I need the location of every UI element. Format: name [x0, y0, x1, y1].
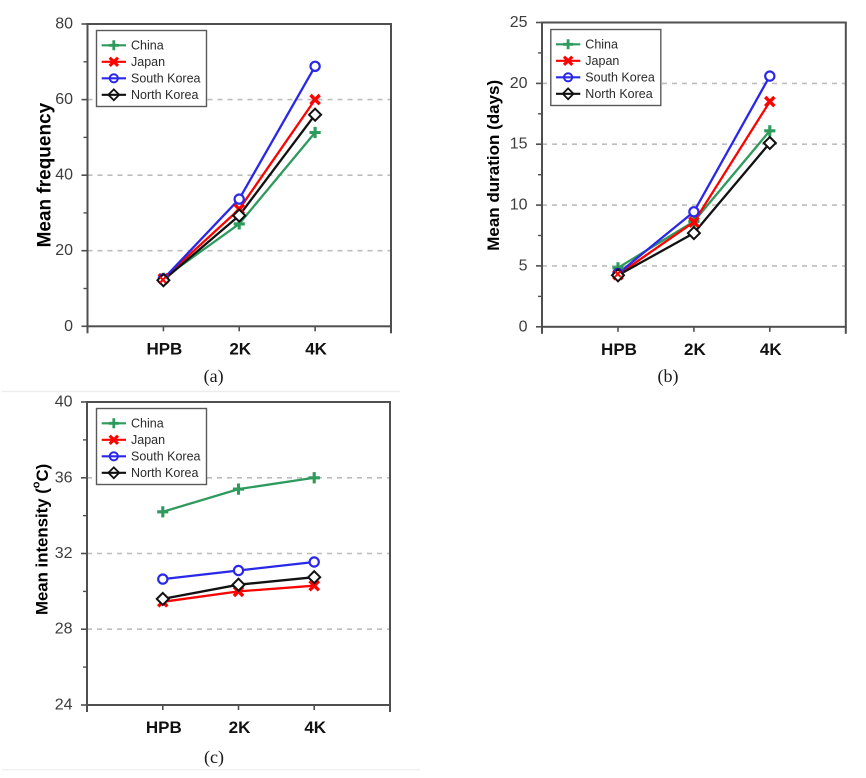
svg-text:0: 0 — [64, 318, 73, 335]
svg-text:Mean duration (days): Mean duration (days) — [484, 80, 503, 251]
svg-text:China: China — [131, 416, 164, 430]
svg-text:(c): (c) — [204, 747, 224, 768]
svg-text:2K: 2K — [229, 339, 251, 358]
svg-text:HPB: HPB — [146, 339, 182, 358]
svg-text:China: China — [585, 37, 618, 51]
svg-text:40: 40 — [55, 394, 73, 411]
svg-text:80: 80 — [55, 16, 73, 33]
svg-text:HPB: HPB — [146, 718, 182, 737]
svg-text:28: 28 — [55, 621, 73, 638]
svg-text:North Korea: North Korea — [585, 87, 652, 101]
svg-text:2K: 2K — [684, 340, 706, 359]
svg-text:Mean frequency: Mean frequency — [35, 102, 56, 247]
svg-text:Japan: Japan — [131, 433, 165, 447]
svg-text:2K: 2K — [229, 718, 251, 737]
svg-text:South Korea: South Korea — [131, 449, 201, 463]
svg-text:20: 20 — [510, 75, 528, 92]
svg-text:4K: 4K — [304, 718, 326, 737]
svg-text:HPB: HPB — [601, 340, 637, 359]
svg-text:32: 32 — [55, 545, 73, 562]
svg-text:40: 40 — [55, 167, 73, 184]
svg-text:25: 25 — [510, 14, 528, 31]
svg-text:(a): (a) — [204, 366, 224, 387]
svg-text:South Korea: South Korea — [131, 71, 201, 85]
svg-text:Japan: Japan — [131, 55, 165, 69]
svg-text:0: 0 — [519, 318, 528, 335]
svg-text:(b): (b) — [658, 366, 679, 387]
svg-text:South Korea: South Korea — [585, 70, 655, 84]
svg-text:20: 20 — [55, 242, 73, 259]
svg-text:10: 10 — [510, 197, 528, 214]
svg-text:Japan: Japan — [585, 54, 619, 68]
svg-text:36: 36 — [55, 469, 73, 486]
svg-text:Mean intensity (oC): Mean intensity (oC) — [31, 464, 52, 615]
svg-text:4K: 4K — [760, 340, 782, 359]
svg-text:60: 60 — [55, 91, 73, 108]
svg-text:24: 24 — [55, 697, 73, 714]
svg-text:4K: 4K — [305, 339, 327, 358]
svg-text:North Korea: North Korea — [131, 88, 198, 102]
svg-text:China: China — [131, 38, 164, 52]
svg-text:15: 15 — [510, 136, 528, 153]
svg-text:5: 5 — [519, 257, 528, 274]
svg-text:North Korea: North Korea — [131, 466, 198, 480]
